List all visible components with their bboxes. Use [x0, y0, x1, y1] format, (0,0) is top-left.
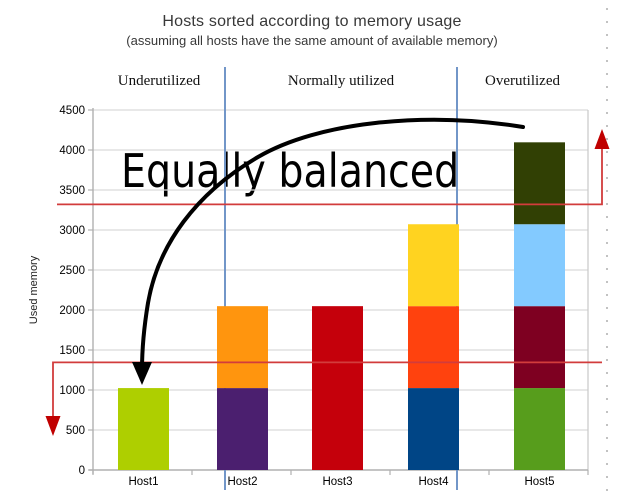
- x-axis-category-label: Host5: [524, 476, 554, 488]
- x-axis-category-label: Host1: [128, 476, 158, 488]
- y-axis-tick-label: 3000: [59, 225, 85, 237]
- x-axis-category-label: Host3: [322, 476, 352, 488]
- balance-arrowhead-icon: [132, 362, 152, 385]
- bar-segment: [514, 224, 565, 307]
- y-axis-tick-label: 3500: [59, 185, 85, 197]
- y-axis-tick-label: 500: [66, 425, 85, 437]
- down-arrowhead-icon: [45, 416, 61, 436]
- lower-threshold-arrow: [52, 361, 602, 417]
- balance-arrow: [140, 117, 525, 372]
- bar-segment: [312, 306, 363, 470]
- bar-segment: [408, 224, 459, 307]
- zone-label-normally-utilized: Normally utilized: [287, 73, 395, 89]
- y-axis-tick-label: 1500: [59, 345, 85, 357]
- zone-label-underutilized: Underutilized: [117, 73, 201, 89]
- chart-subtitle: (assuming all hosts have the same amount…: [126, 33, 498, 48]
- upper-threshold-arrow: [57, 148, 603, 206]
- y-axis-tick-label: 0: [79, 465, 85, 477]
- x-axis-category-label: Host4: [418, 476, 449, 488]
- x-axis-category-label: Host2: [227, 476, 257, 488]
- y-axis-tick-label: 2500: [59, 265, 85, 277]
- zone-label-overutilized: Overutilized: [485, 73, 560, 89]
- equally-balanced-annotation: Equally balanced: [121, 144, 460, 198]
- y-axis-tick-label: 1000: [59, 385, 85, 397]
- bar-segment: [408, 388, 459, 470]
- bar-segment: [514, 142, 565, 225]
- y-axis-tick-label: 2000: [59, 305, 85, 317]
- bar-segment: [514, 388, 565, 470]
- y-axis-tick-label: 4000: [59, 145, 85, 157]
- up-arrowhead-icon: [594, 129, 610, 149]
- bar-segment: [514, 306, 565, 389]
- bar-segment: [118, 388, 169, 470]
- y-axis-tick-label: 4500: [59, 105, 85, 117]
- bar-segment: [217, 388, 268, 470]
- chart-title: Hosts sorted according to memory usage: [162, 13, 462, 30]
- bar-segment: [217, 306, 268, 389]
- bar-segment: [408, 306, 459, 389]
